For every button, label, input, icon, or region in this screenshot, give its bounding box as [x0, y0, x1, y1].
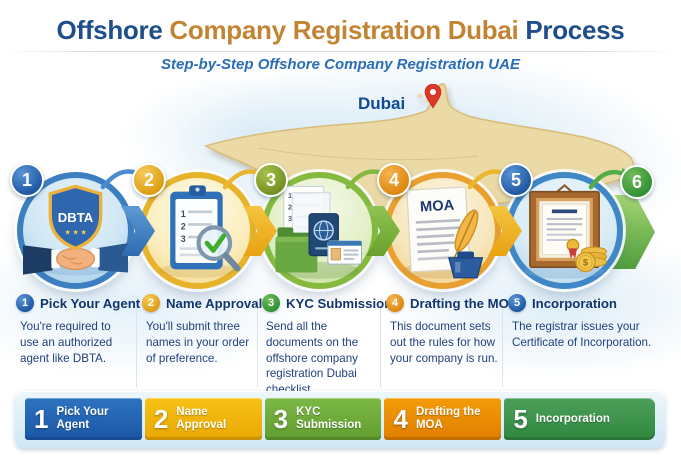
bar-segment-3: 3 KYC Submission	[264, 398, 382, 440]
desc-title-1: Pick Your Agent	[40, 295, 141, 311]
map-pin-icon	[424, 84, 442, 109]
certificate-coins-icon: $	[524, 183, 608, 279]
list-number: 3	[288, 214, 292, 223]
title-part-company-registration-dubai: Company Registration Dubai	[169, 15, 526, 45]
title-divider	[0, 51, 681, 52]
desc-body-1: You're required to use an authorized age…	[20, 320, 113, 365]
list-number: 1	[288, 191, 292, 200]
bar-number-2: 2	[153, 403, 169, 434]
bar-label-1: Pick Your Agent	[56, 406, 109, 431]
desc-badge-2: 2	[142, 294, 160, 312]
step-badge-6: 6	[620, 165, 654, 199]
handshake-shield-icon: DBTA ★ ★ ★	[23, 184, 128, 276]
step-description-4: 4 Drafting the MOA This document sets ou…	[386, 294, 518, 366]
bar-segment-1: 1 Pick Your Agent	[25, 398, 142, 440]
bar-segment-4: 4 Drafting the MOA	[384, 398, 502, 440]
bar-number-4: 4	[393, 403, 408, 434]
bar-label-4: Drafting the MOA	[415, 406, 481, 431]
step-badge-2: 2	[132, 163, 166, 197]
bar-label-2: Name Approval	[176, 406, 227, 431]
page-subtitle: Step-by-Step Offshore Company Registrati…	[161, 56, 520, 73]
column-divider	[380, 299, 381, 387]
dubai-label: Dubai	[358, 94, 406, 113]
column-divider	[257, 299, 258, 387]
step-description-3: 3 KYC Submission Send all the documents …	[262, 294, 392, 398]
desc-title-5: Incorporation	[532, 295, 617, 311]
column-divider	[136, 299, 137, 387]
title-part-offshore: Offshore	[56, 15, 170, 45]
moa-title-text: MOA	[420, 198, 455, 216]
desc-badge-5: 5	[508, 294, 526, 312]
desc-body-4: This document sets out the rules for how…	[390, 320, 498, 365]
list-number: 2	[288, 203, 292, 212]
bar-number-1: 1	[34, 403, 49, 434]
column-divider	[502, 299, 503, 387]
step-description-1: 1 Pick Your Agent You're required to use…	[16, 294, 140, 366]
title-part-process: Process	[525, 15, 625, 45]
bar-number-3: 3	[273, 403, 289, 434]
bar-number-5: 5	[513, 403, 528, 434]
desc-body-3: Send all the documents on the offshore c…	[266, 320, 359, 397]
list-number: 1	[181, 209, 186, 219]
desc-body-2: You'll submit three names in your order …	[146, 320, 250, 365]
moa-document-icon: MOA	[402, 186, 484, 279]
step-badge-5: 5	[499, 163, 533, 197]
desc-badge-1: 1	[16, 294, 34, 312]
desc-body-5: The registrar issues your Certificate of…	[512, 320, 652, 349]
clipboard-checklist-icon: 1 2 3	[159, 185, 241, 278]
step-badge-1: 1	[10, 163, 44, 197]
kyc-documents-icon: 1 2 3	[275, 185, 363, 279]
list-number: 3	[181, 234, 186, 244]
shield-text: DBTA	[58, 210, 94, 225]
desc-badge-4: 4	[386, 294, 404, 312]
shield-stars: ★ ★ ★	[64, 229, 86, 237]
desc-title-4: Drafting the MOA	[410, 295, 519, 311]
step-badge-3: 3	[254, 163, 288, 197]
bar-segment-2: 2 Name Approval	[144, 398, 262, 440]
step-description-5: 5 Incorporation The registrar issues you…	[508, 294, 666, 351]
page-title: Offshore Company Registration Dubai Proc…	[0, 15, 681, 46]
bar-label-3: KYC Submission	[296, 406, 362, 431]
step-badge-4: 4	[377, 163, 411, 197]
bottom-summary-bar: 1 Pick Your Agent 2 Name Approval 3 KYC …	[15, 391, 665, 448]
desc-badge-3: 3	[262, 294, 280, 312]
bar-segment-5: 5 Incorporation	[504, 398, 655, 440]
desc-title-3: KYC Submission	[286, 295, 393, 311]
step-circle-1: DBTA ★ ★ ★	[17, 172, 134, 289]
bar-label-5: Incorporation	[535, 412, 610, 425]
step-description-2: 2 Name Approval You'll submit three name…	[142, 294, 262, 366]
coin-symbol: $	[583, 258, 589, 269]
list-number: 2	[181, 221, 186, 231]
desc-title-2: Name Approval	[166, 295, 263, 311]
